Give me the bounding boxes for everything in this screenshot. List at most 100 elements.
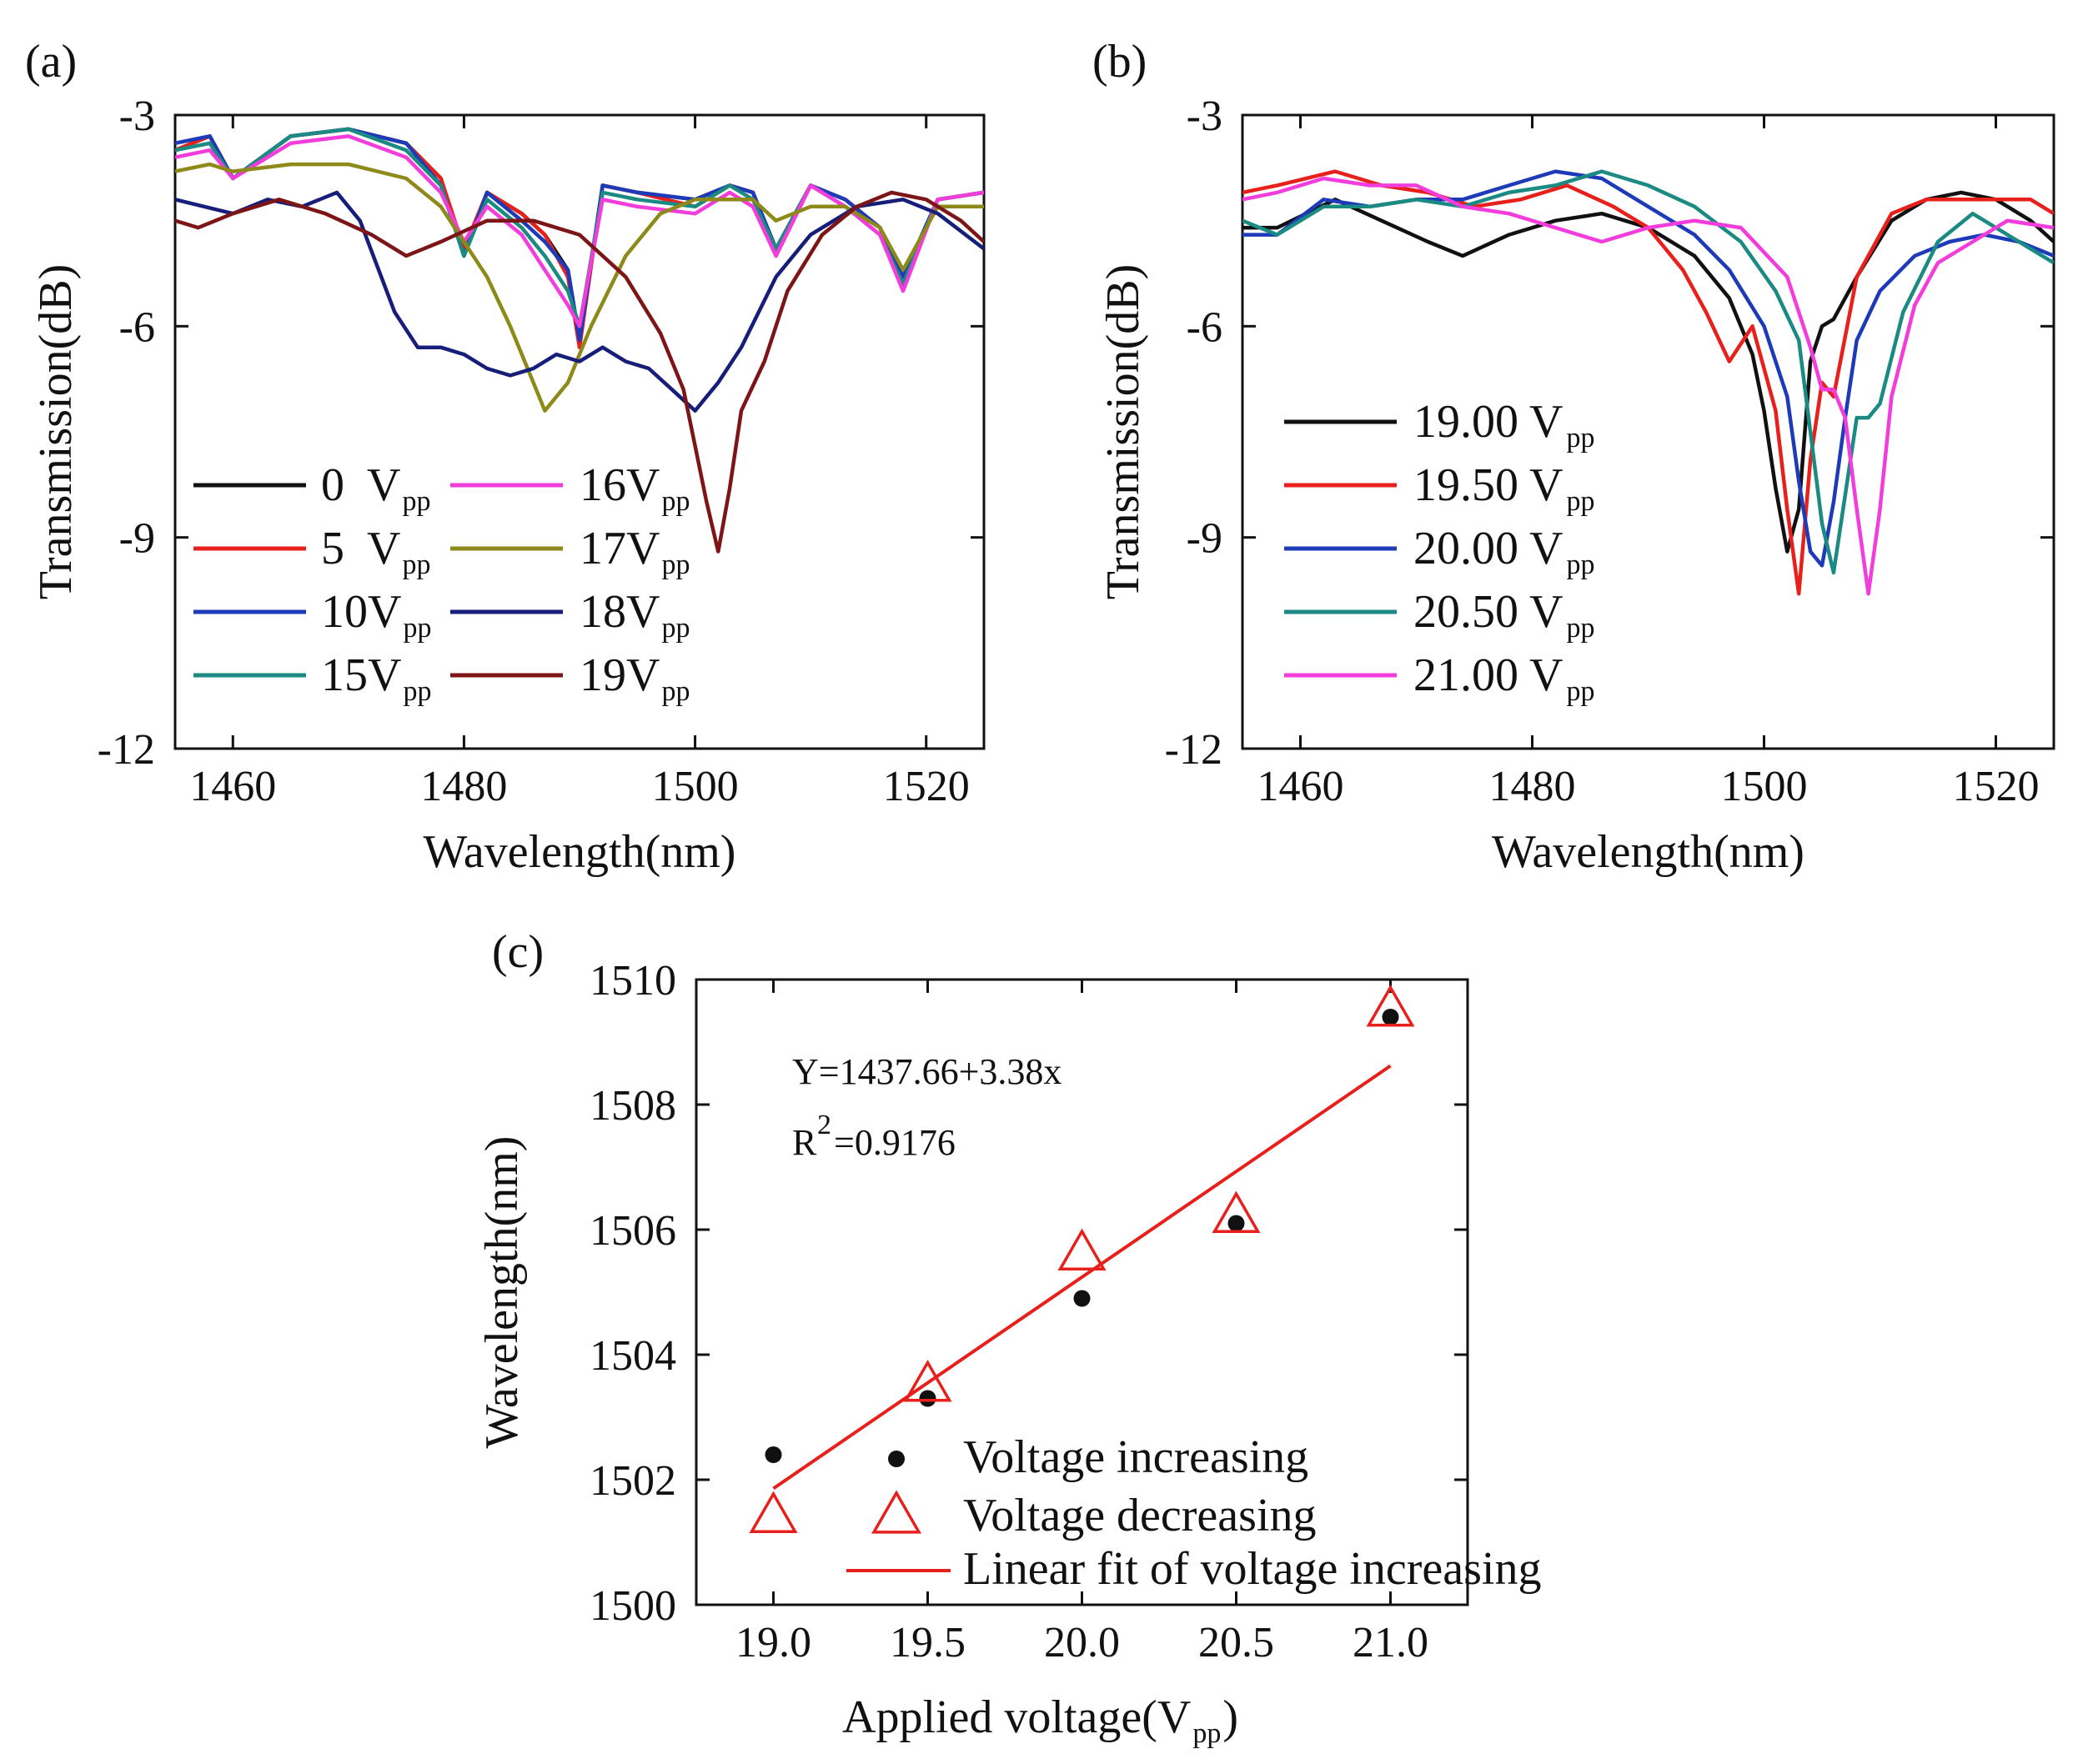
legend-triangle: [871, 1490, 922, 1534]
series-line-1: [175, 127, 984, 349]
legend-label: Linear fit of voltage increasing: [963, 1543, 1542, 1595]
legend-subscript: pp: [403, 613, 431, 644]
y-tick-label: -3: [1187, 93, 1222, 140]
legend-subscript: pp: [1566, 613, 1594, 644]
y-tick-label: 1504: [590, 1332, 676, 1380]
series-line-7: [175, 190, 984, 554]
fit-equation: Y=1437.66+3.38x: [792, 1051, 1062, 1092]
y-tick-label: -3: [119, 93, 155, 140]
legend-label: 20.00 V: [1413, 523, 1563, 574]
legend-subscript: pp: [1566, 486, 1594, 517]
x-tick-label: 1500: [652, 763, 739, 810]
legend-subscript: pp: [1566, 549, 1594, 580]
y-tick-label: -6: [119, 303, 155, 351]
series-line-0: [1242, 190, 2054, 554]
data-point-triangle: [903, 1359, 952, 1402]
data-point-dot: [765, 1446, 782, 1463]
data-point-dot: [919, 1390, 936, 1407]
plot-frame: [1241, 113, 2055, 750]
legend-subscript: pp: [402, 486, 430, 517]
legend-label: 0 V: [321, 459, 400, 511]
r-squared-prefix: R: [792, 1122, 817, 1163]
chart-panel-0: 1460 1480 1500 1520 -3 -6 -9 -12 (a) Wavelength(n…: [25, 36, 986, 878]
legend-label: Voltage decreasing: [963, 1490, 1316, 1541]
chart-panel-2: 19.0 19.5 20.0 20.5 21.0 1500 1502 1504 1506 1508…: [476, 926, 1542, 1749]
x-tick-label: 19.0: [735, 1619, 811, 1666]
x-tick-label: 1480: [420, 763, 507, 810]
legend-label: 21.00 V: [1413, 649, 1563, 701]
x-axis-label: Wavelength(nm): [1492, 826, 1804, 878]
x-tick-label: 1480: [1489, 763, 1576, 810]
x-tick-label: 20.0: [1044, 1619, 1120, 1666]
data-point-dot: [1382, 1009, 1399, 1025]
series-line-1: [1242, 169, 2054, 596]
fit-line: [772, 1064, 1392, 1491]
legend-label: 16V: [580, 459, 660, 511]
data-point-triangle: [1057, 1228, 1107, 1270]
x-axis-label-subscript: pp: [1192, 1718, 1221, 1749]
data-point-triangle: [1212, 1190, 1261, 1233]
legend-subscript: pp: [661, 613, 690, 644]
panel-label: (c): [492, 926, 544, 978]
data-point-triangle: [749, 1491, 798, 1533]
y-tick-label: -9: [119, 515, 155, 563]
legend-subscript: pp: [661, 676, 690, 707]
series-line-3: [175, 127, 984, 328]
data-point-dot: [1227, 1215, 1245, 1232]
x-tick-label: 1460: [1257, 763, 1344, 810]
legend-dot: [888, 1451, 905, 1467]
x-tick-label: 1500: [1721, 763, 1808, 810]
y-tick-label: 1506: [590, 1207, 676, 1255]
legend-subscript: pp: [661, 549, 690, 580]
x-tick-label: 19.5: [890, 1619, 966, 1666]
data-point-dot: [1073, 1290, 1091, 1307]
y-axis-label: Transmission(dB): [30, 264, 82, 599]
plot-frame: [173, 113, 986, 750]
legend-label: 19.50 V: [1413, 459, 1563, 511]
chart-panel-1: 1460 1480 1500 1520 -3 -6 -9 -12 (b) Wavelength(n…: [1092, 36, 2055, 878]
data-point-triangle: [1366, 984, 1415, 1027]
x-axis-label: Applied voltage(V: [842, 1691, 1191, 1743]
r-squared-superscript: 2: [817, 1110, 831, 1140]
legend-subscript: pp: [1566, 423, 1594, 454]
series-line-4: [1242, 176, 2054, 596]
panel-label: (b): [1092, 36, 1147, 88]
legend-subscript: pp: [402, 549, 430, 580]
legend-label: 5 V: [321, 523, 400, 574]
r-squared-value: =0.9176: [834, 1122, 956, 1163]
x-axis-label: Wavelength(nm): [424, 826, 736, 878]
legend-label: 19.00 V: [1413, 396, 1563, 448]
legend-label: 19V: [580, 649, 660, 701]
legend-label: 20.50 V: [1413, 586, 1563, 638]
y-tick-label: 1502: [590, 1457, 676, 1505]
legend-label: 10V: [321, 586, 401, 638]
y-axis-label: Transmission(dB): [1097, 264, 1149, 599]
legend-label: 15V: [321, 649, 401, 701]
x-tick-label: 1520: [1953, 763, 2040, 810]
legend-label: Voltage increasing: [963, 1431, 1308, 1483]
x-tick-label: 1520: [883, 763, 970, 810]
series-line-3: [1242, 169, 2054, 575]
x-tick-label: 20.5: [1198, 1619, 1274, 1666]
legend-subscript: pp: [403, 676, 431, 707]
legend-subscript: pp: [1566, 676, 1594, 707]
x-tick-label: 1460: [189, 763, 276, 810]
y-tick-label: 1508: [590, 1082, 676, 1130]
x-axis-label-close: ): [1222, 1691, 1238, 1743]
y-tick-label: -12: [98, 726, 155, 774]
legend-label: 18V: [580, 586, 660, 638]
y-tick-label: -9: [1187, 515, 1222, 563]
series-line-6: [175, 190, 984, 413]
y-tick-label: -12: [1165, 726, 1222, 774]
legend-label: 17V: [580, 523, 660, 574]
x-tick-label: 21.0: [1353, 1619, 1428, 1666]
series-line-5: [175, 162, 984, 413]
y-tick-label: 1500: [590, 1582, 676, 1630]
legend-subscript: pp: [661, 486, 690, 517]
panel-label: (a): [25, 36, 77, 88]
y-tick-label: 1510: [590, 957, 676, 1005]
y-axis-label: Wavelength(nm): [476, 1136, 528, 1449]
